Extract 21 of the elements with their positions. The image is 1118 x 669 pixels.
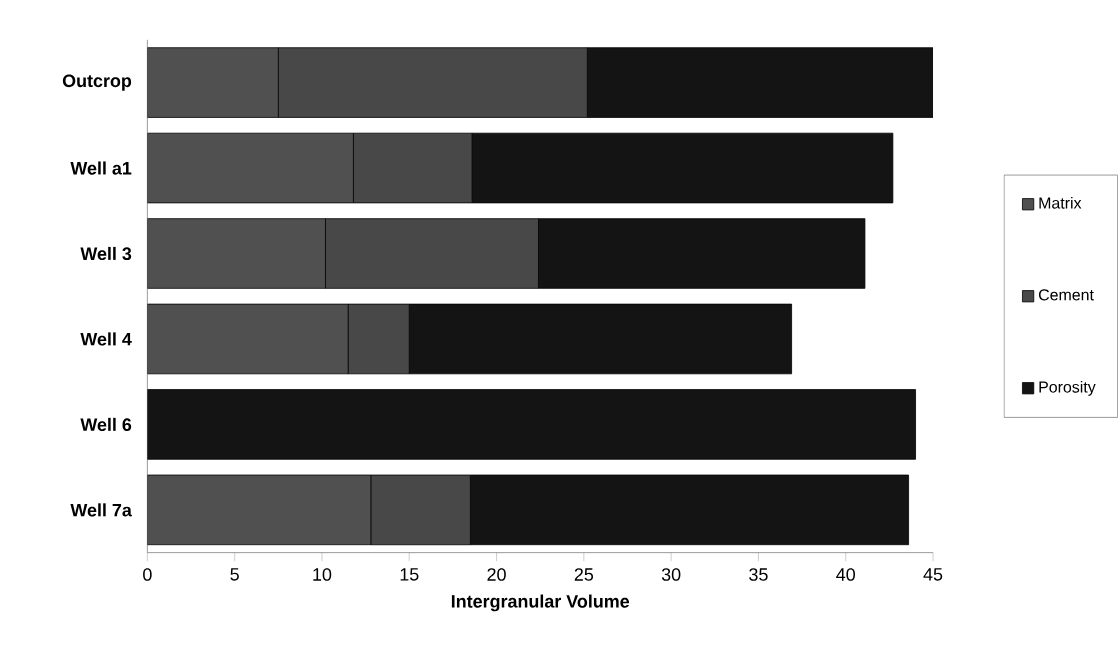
x-tick-label: 30 (661, 568, 681, 581)
legend-label: Matrix (1039, 196, 1082, 209)
x-tick-label: 15 (400, 568, 419, 581)
x-tick-label: 25 (574, 568, 594, 581)
y-tick-label: Well 4 (80, 332, 132, 346)
x-tick-label: 35 (749, 568, 768, 581)
x-tick-label: 5 (230, 568, 239, 581)
x-tick-label: 40 (836, 568, 855, 581)
legend-label: Porosity (1039, 380, 1096, 396)
x-tick-label: 20 (487, 568, 506, 581)
y-tick-label: Outcrop (62, 74, 132, 91)
y-tick-label: Well a1 (70, 161, 132, 175)
x-tick-label: 45 (923, 568, 943, 581)
x-tick-label: 0 (143, 568, 152, 581)
y-tick-label: Well 7a (70, 503, 132, 517)
bar (147, 389, 916, 460)
y-tick-label: Well 3 (80, 246, 132, 261)
x-tick-label: 10 (313, 568, 332, 581)
x-axis-title: Intergranular Volume (451, 594, 630, 612)
y-tick-label: Well 6 (80, 417, 132, 431)
legend-label: Cement (1038, 289, 1094, 301)
